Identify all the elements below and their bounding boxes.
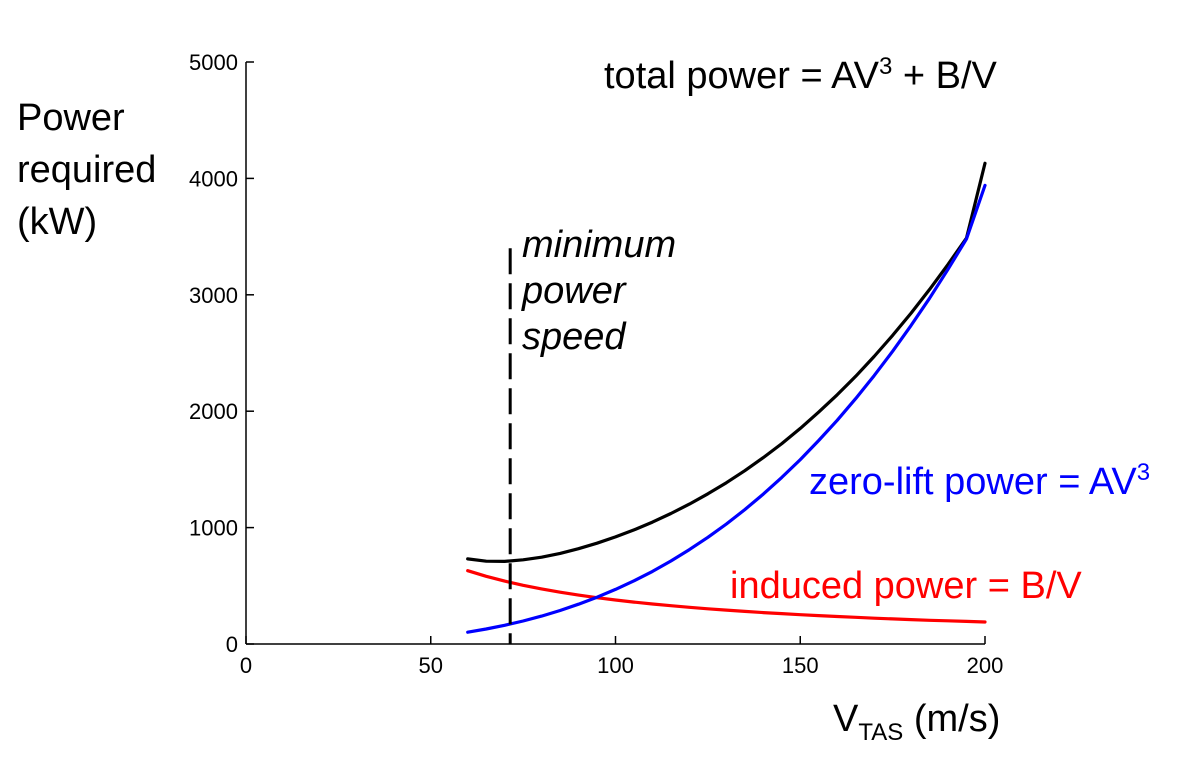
- induced-power-line: [466, 569, 987, 624]
- x-tick-label: 50: [419, 653, 443, 678]
- minimum-power-speed-label: minimum power speed: [521, 224, 687, 358]
- zero-lift-power-line: [466, 183, 987, 634]
- total-power-formula: total power = AV3 + B/V: [604, 53, 998, 97]
- x-tick-label: 100: [597, 653, 634, 678]
- y-axis-label-line-2: required: [17, 149, 157, 191]
- y-axis-label-line-1: Power: [17, 97, 125, 139]
- series-lines: [466, 161, 987, 634]
- induced-power-formula: induced power = B/V: [730, 565, 1082, 607]
- y-tick-label: 0: [226, 632, 238, 657]
- y-axis-label-line-3: (kW): [17, 201, 98, 243]
- x-axis-label: VTAS (m/s): [833, 698, 1000, 746]
- y-tick-label: 5000: [189, 50, 238, 75]
- y-tick-label: 1000: [189, 516, 238, 541]
- y-axis-label: Power required (kW): [17, 92, 156, 248]
- x-tick-label: 150: [782, 653, 819, 678]
- total-power-line: [466, 161, 987, 564]
- x-tick-label: 200: [967, 653, 1004, 678]
- zero-lift-power-formula: zero-lift power = AV3: [809, 459, 1150, 503]
- x-tick-label: 0: [240, 653, 252, 678]
- y-tick-label: 4000: [189, 166, 238, 191]
- y-tick-label: 3000: [189, 283, 238, 308]
- y-tick-label: 2000: [189, 399, 238, 424]
